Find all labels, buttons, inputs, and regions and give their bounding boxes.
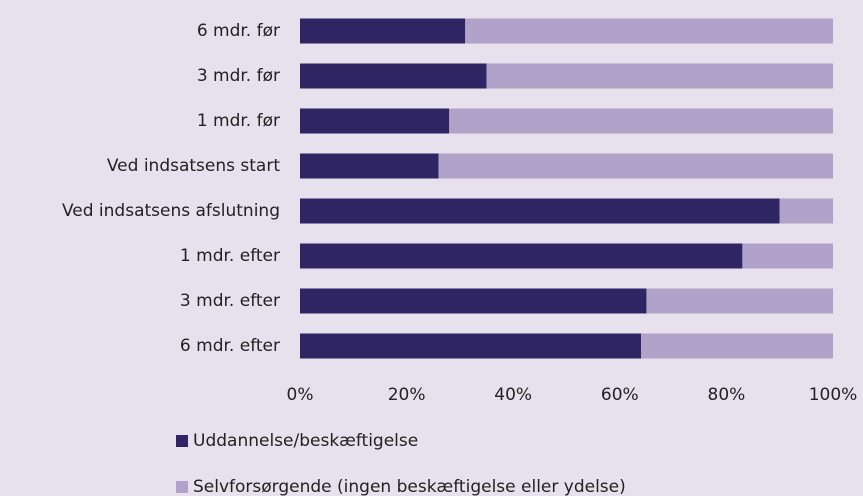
x-tick-label: 80%	[708, 385, 746, 405]
y-tick-label: 3 mdr. før	[197, 66, 280, 86]
y-tick-label: 1 mdr. efter	[180, 246, 280, 266]
bar-segment	[300, 288, 647, 314]
bar-segment	[449, 108, 833, 134]
bar-segment	[465, 18, 833, 44]
bar-segment	[300, 153, 439, 179]
legend-swatch	[176, 481, 188, 493]
bar-segment	[641, 333, 833, 359]
bar-segment	[438, 153, 833, 179]
bar-segment	[486, 63, 833, 89]
y-tick-label: Ved indsatsens afslutning	[62, 201, 280, 221]
x-tick-label: 100%	[809, 385, 858, 405]
bar-segment	[300, 18, 466, 44]
x-tick-label: 20%	[388, 385, 426, 405]
y-tick-label: 1 mdr. før	[197, 111, 280, 131]
bar-segment	[300, 63, 487, 89]
y-tick-label: 6 mdr. efter	[180, 336, 280, 356]
legend-label: Uddannelse/beskæftigelse	[193, 431, 418, 451]
y-tick-label: 3 mdr. efter	[180, 291, 280, 311]
x-tick-label: 60%	[601, 385, 639, 405]
bar-segment	[300, 108, 450, 134]
y-tick-label: 6 mdr. før	[197, 21, 280, 41]
x-tick-label: 40%	[494, 385, 532, 405]
legend-swatch	[176, 435, 188, 447]
bar-segment	[300, 198, 780, 224]
bar-segment	[779, 198, 833, 224]
x-tick-label: 0%	[287, 385, 314, 405]
y-tick-label: Ved indsatsens start	[107, 156, 280, 176]
legend-label: Selvforsørgende (ingen beskæftigelse ell…	[193, 477, 626, 496]
bar-segment	[300, 333, 642, 359]
bar-segment	[742, 243, 833, 269]
bar-segment	[300, 243, 743, 269]
bar-segment	[646, 288, 833, 314]
